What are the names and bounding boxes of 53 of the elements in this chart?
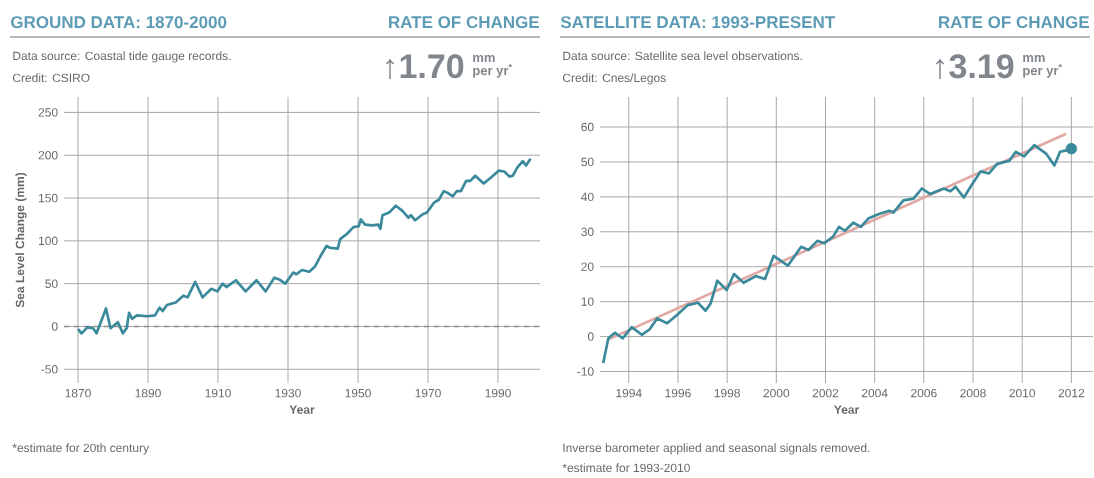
chart-subtitle: Data source: Satellite sea level observations. — [563, 51, 802, 61]
x-tick-label: 1890 — [135, 388, 161, 398]
text: *estimate for 20th century — [12, 443, 150, 455]
text: Credit: Cnes/Legos — [562, 73, 666, 85]
x-tick-label: 1910 — [205, 388, 231, 398]
x-tick-label: 2004 — [861, 388, 888, 398]
x-tick-label: 2000 — [763, 388, 790, 398]
x-tick-label: 1870 — [65, 388, 91, 398]
y-tick-label: -50 — [41, 365, 58, 374]
x-tick-label: 1970 — [415, 388, 441, 398]
x-tick-label: 1994 — [616, 388, 642, 398]
text: ↑3.19 — [936, 54, 1014, 80]
text: ↑1.70 — [386, 54, 464, 80]
x-axis-title: Year — [834, 405, 860, 414]
text: mm — [473, 54, 495, 62]
text: per yr$^{*}$ — [1023, 64, 1062, 78]
x-tick-label: 2008 — [960, 388, 986, 398]
chart-subtitle: Data source: Coastal tide gauge records. — [13, 51, 231, 63]
x-tick-label: 1930 — [275, 388, 301, 398]
line-series — [76, 157, 532, 335]
text: Credit: CSIRO — [12, 73, 90, 83]
text: RATE OF CHANGE — [389, 16, 539, 29]
y-tick-label: 50 — [45, 279, 58, 288]
y-tick-label: -10 — [577, 367, 594, 376]
y-tick-label: 20 — [581, 262, 594, 271]
text: Inverse barometer applied and seasonal signals removed. — [563, 443, 870, 455]
y-tick-label: 0 — [51, 322, 58, 331]
y-tick-label: 0 — [587, 332, 594, 341]
x-tick-label: 2010 — [1009, 388, 1036, 398]
x-tick-label: 1950 — [345, 388, 371, 398]
y-tick-label: 200 — [38, 150, 58, 160]
chart-title: GROUND DATA: 1870-2000 — [11, 16, 227, 29]
y-tick-label: 40 — [581, 192, 594, 202]
x-tick-label: 1990 — [485, 388, 511, 398]
y-tick-label: 150 — [39, 193, 58, 203]
text: per yr$^{*}$ — [473, 64, 512, 78]
text: *estimate for 1993-2010 — [562, 463, 690, 473]
y-tick-label: 60 — [581, 122, 594, 132]
y-tick-label: 10 — [581, 297, 594, 306]
y-tick-label: 100 — [39, 236, 58, 246]
y-tick-label: 30 — [581, 227, 594, 237]
text: RATE OF CHANGE — [939, 16, 1089, 29]
x-axis-title: Year — [289, 405, 315, 414]
chart-title: SATELLITE DATA: 1993-PRESENT — [560, 16, 835, 29]
x-tick-label: 1996 — [665, 388, 691, 398]
x-tick-label: 1998 — [714, 388, 740, 398]
y-tick-label: 250 — [38, 108, 58, 117]
y-tick-label: 50 — [581, 157, 594, 167]
x-tick-label: 2012 — [1058, 388, 1085, 398]
x-tick-label: 2002 — [812, 388, 839, 398]
y-axis-title: Sea Level Change (mm) — [15, 172, 27, 308]
x-tick-label: 2006 — [911, 388, 937, 398]
text: mm — [1023, 54, 1045, 62]
